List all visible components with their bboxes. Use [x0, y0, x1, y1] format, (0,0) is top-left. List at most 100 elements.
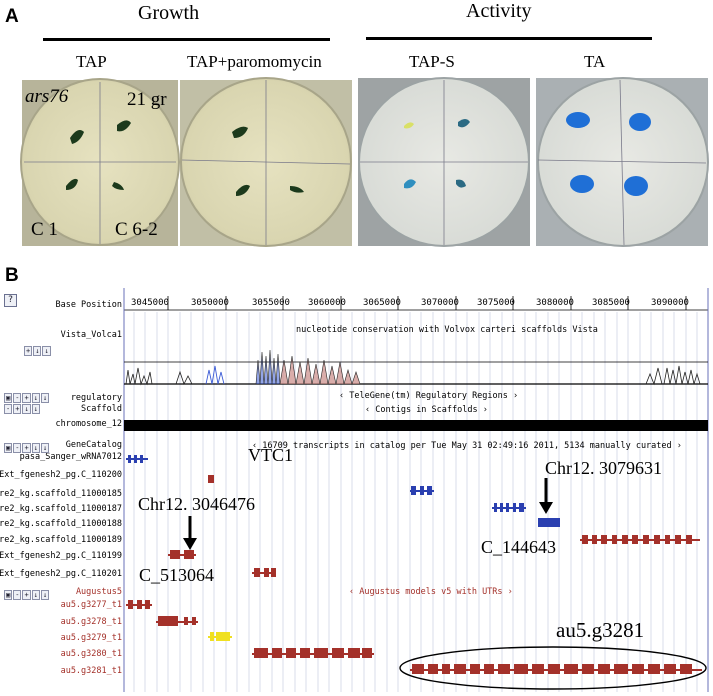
tick-label: 3050000 [191, 298, 229, 308]
colony [70, 130, 84, 144]
scaffold-label: Scaffold [81, 404, 122, 414]
panel-a-letter: A [5, 6, 19, 27]
tick-label: 3085000 [592, 298, 630, 308]
growth-header: Growth [138, 2, 200, 24]
vista-track-controls[interactable]: + ↓ ↓ [24, 346, 51, 356]
colony [66, 178, 78, 190]
colony [458, 119, 470, 128]
colony [232, 126, 248, 138]
base-position-label: Base Position [55, 300, 122, 310]
plate-label-ta: TA [584, 52, 606, 71]
colony [112, 182, 124, 190]
gene-track-label: Chlre2_kg.scaffold_11000187 [0, 504, 122, 514]
gene-11000185 [410, 486, 434, 495]
gene-track-label: Chlre2_kg.scaffold_11000188 [0, 519, 122, 529]
colony [456, 179, 466, 188]
augustus-title[interactable]: ‹ Augustus models v5 with UTRs › [349, 587, 513, 597]
augustus-track-label: au5.g3280_t1 [60, 649, 122, 659]
activity-rule [366, 37, 652, 40]
gene-110199 [168, 550, 196, 559]
vista-track [124, 349, 708, 386]
grid-lines [133, 312, 698, 692]
strain-label: ars76 [25, 86, 69, 107]
quadrant-c1: C 1 [31, 219, 58, 240]
gene-au5-g3278 [156, 616, 198, 626]
scaffold-title-text: Contigs in Scaffolds [375, 405, 478, 415]
plate-label-tap-paromomycin: TAP+paromomycin [187, 52, 322, 71]
tick-row: 3045000 3050000 3055000 3060000 3065000 … [124, 292, 710, 316]
augustus-track-label: au5.g3277_t1 [60, 600, 122, 610]
colony [404, 122, 414, 129]
augustus-track-label: au5.g3279_t1 [60, 633, 122, 643]
arrow-chr-left [183, 516, 197, 550]
tick-label: 3080000 [536, 298, 574, 308]
gene-au5-g3279 [208, 632, 232, 641]
au-big-annotation: au5.g3281 [556, 618, 645, 642]
colony [629, 113, 651, 131]
quadrant-21gr: 21 gr [127, 89, 167, 110]
gene-11000188 [538, 518, 560, 527]
genecatalog-label: GeneCatalog [65, 440, 122, 450]
plate-label-tap-s: TAP-S [409, 52, 455, 71]
plate-photos [20, 77, 709, 247]
scaffold-title[interactable]: ‹ Contigs in Scaffolds › [365, 405, 488, 415]
tick-label: 3065000 [363, 298, 401, 308]
gene-11000189 [580, 535, 700, 544]
gene-track-label: estExt_fgenesh2_pg.C_110201 [0, 569, 122, 579]
help-button[interactable]: ? [4, 294, 17, 307]
tick-label: 3055000 [252, 298, 290, 308]
gene-110201 [252, 568, 276, 577]
c-right-annotation: C_144643 [481, 537, 557, 557]
gene-pasa [126, 455, 148, 463]
colony [404, 179, 416, 189]
arrow-chr-right [539, 478, 553, 514]
gene-track-label: estExt_fgenesh2_pg.C_110199 [0, 551, 122, 561]
genecatalog-title[interactable]: ‹ 16709 transcripts in catalog per Tue M… [252, 441, 682, 451]
scaffold-track-controls[interactable]: - + ↓ ↓ [4, 404, 40, 414]
regulatory-label: regulatory [70, 393, 122, 403]
track-label-column: Base Position Vista_Volca1 regulatory Sc… [0, 287, 122, 696]
colony [236, 184, 250, 196]
tick-label: 3060000 [308, 298, 346, 308]
augustus-title-text: Augustus models v5 with UTRs [359, 587, 503, 597]
plate-ta [536, 77, 709, 247]
genecatalog-title-text: 16709 transcripts in catalog per Tue May… [262, 441, 672, 451]
vista-label: Vista_Volca1 [60, 330, 122, 340]
gene-track-label: Chlre2_kg.scaffold_11000189 [0, 535, 122, 545]
augustus-track-label: au5.g3278_t1 [60, 617, 122, 627]
vtc1-annotation: VTC1 [248, 445, 293, 465]
gene-11000187 [492, 503, 526, 512]
gene-track-label: Chlre2_kg.scaffold_11000185 [0, 489, 122, 499]
chr-right-annotation: Chr12. 3079631 [545, 458, 662, 478]
colony [117, 120, 131, 132]
regulatory-title[interactable]: ‹ TeleGene(tm) Regulatory Regions › [339, 391, 519, 401]
au5-g3281-ellipse [399, 646, 707, 690]
gene-au5-g3280 [252, 648, 374, 658]
colony [566, 112, 590, 128]
chr-left-annotation: Chr12. 3046476 [138, 494, 255, 514]
regulatory-track-controls[interactable]: ▣ - + ↓ ↓ [4, 393, 50, 403]
genecatalog-track-controls[interactable]: ▣ - + ↓ ↓ [4, 443, 50, 453]
plate-tap-s [358, 77, 530, 247]
plate-tap [20, 78, 180, 246]
vista-title: nucleotide conservation with Volvox cart… [296, 325, 598, 335]
gene-110200 [208, 475, 214, 483]
plate-tap-paromomycin [180, 77, 352, 247]
plate-label-tap: TAP [76, 52, 107, 71]
colony [290, 186, 304, 193]
augustus-track-controls[interactable]: ▣ - + ↓ ↓ [4, 590, 50, 600]
colony [624, 176, 648, 196]
augustus-label: Augustus5 [75, 587, 122, 597]
augustus-track-label: au5.g3281_t1 [60, 666, 122, 676]
chromosome-bar [124, 420, 708, 431]
tick-label: 3070000 [421, 298, 459, 308]
panel-b-letter: B [5, 265, 19, 286]
gene-au5-g3281 [410, 664, 702, 674]
tick-label: 3090000 [651, 298, 689, 308]
colony [570, 175, 594, 193]
tick-marks [124, 296, 708, 311]
gene-track-label: pasa_Sanger_wRNA7012 [19, 452, 122, 462]
tick-label: 3045000 [131, 298, 169, 308]
quadrant-c62: C 6-2 [115, 219, 158, 240]
